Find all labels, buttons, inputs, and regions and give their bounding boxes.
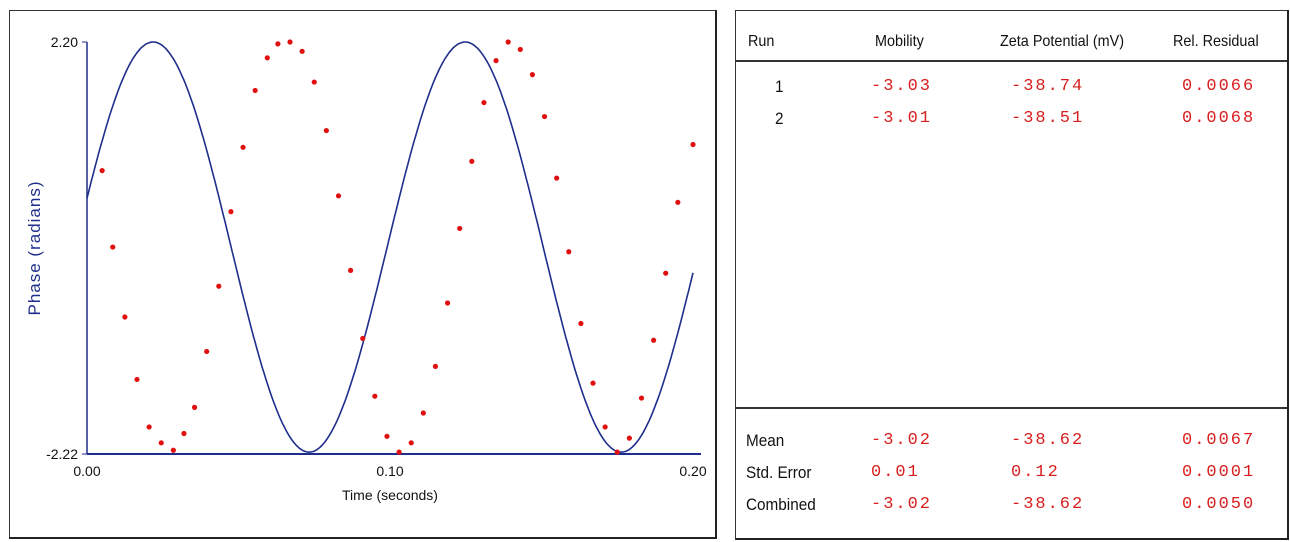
header-zeta-potential: Zeta Potential (mV) bbox=[1000, 33, 1125, 50]
data-point bbox=[134, 376, 140, 383]
data-point bbox=[252, 87, 258, 94]
mobility-value: -3.02 bbox=[871, 431, 933, 450]
data-point bbox=[311, 79, 317, 85]
zeta-value: -38.62 bbox=[1011, 431, 1085, 450]
data-point bbox=[469, 158, 475, 164]
x-tick-label: 0.10 bbox=[376, 463, 403, 479]
data-point bbox=[181, 430, 187, 437]
data-point bbox=[228, 209, 234, 215]
data-point bbox=[541, 113, 548, 120]
mobility-value: -3.01 bbox=[871, 109, 933, 128]
data-point bbox=[578, 320, 584, 327]
run-number: 1 bbox=[775, 77, 784, 96]
summary-row-mean: Mean -3.02 -38.62 0.0067 bbox=[736, 431, 1287, 455]
mobility-value: -3.03 bbox=[871, 77, 933, 96]
data-point bbox=[335, 193, 342, 199]
zeta-value: -38.62 bbox=[1011, 495, 1085, 514]
zeta-value: 0.12 bbox=[1011, 463, 1060, 482]
results-header: Run Mobility Zeta Potential (mV) Rel. Re… bbox=[736, 11, 1287, 62]
data-point bbox=[323, 127, 329, 134]
data-point bbox=[299, 48, 305, 54]
data-point bbox=[216, 283, 222, 289]
summary-divider bbox=[736, 407, 1287, 409]
data-point bbox=[651, 337, 657, 343]
data-point bbox=[457, 225, 463, 232]
results-table: Run Mobility Zeta Potential (mV) Rel. Re… bbox=[735, 10, 1289, 540]
phase-chart: 2.20 -2.220.00 0.10 0.20 Time (seconds) Phase… bbox=[25, 34, 707, 503]
residual-value: 0.0001 bbox=[1182, 463, 1256, 482]
summary-row-std-error: Std. Error 0.01 0.12 0.0001 bbox=[736, 463, 1287, 487]
data-point bbox=[99, 168, 105, 174]
x-tick-label: 0.00 bbox=[73, 463, 100, 479]
table-row: 1 -3.03 -38.74 0.0066 bbox=[736, 77, 1287, 101]
x-tick-label: 0.20 bbox=[679, 463, 706, 479]
summary-row-combined: Combined -3.02 -38.62 0.0050 bbox=[736, 495, 1287, 519]
data-point bbox=[264, 55, 270, 61]
data-point bbox=[432, 363, 439, 369]
data-point bbox=[408, 440, 414, 446]
fit-curve-line bbox=[86, 41, 694, 453]
residual-value: 0.0067 bbox=[1182, 431, 1256, 450]
data-point bbox=[122, 314, 128, 320]
data-point bbox=[191, 404, 198, 410]
data-point bbox=[240, 144, 246, 150]
data-point bbox=[529, 72, 536, 78]
data-point bbox=[444, 300, 451, 306]
residual-value: 0.0066 bbox=[1182, 77, 1256, 96]
data-point bbox=[396, 449, 402, 455]
residual-value: 0.0068 bbox=[1182, 109, 1256, 128]
header-rel-residual: Rel. Residual bbox=[1173, 33, 1259, 50]
data-point bbox=[602, 424, 608, 430]
data-point bbox=[372, 393, 378, 399]
data-point bbox=[566, 249, 572, 255]
phase-chart-panel: 2.20 -2.22 0.00 0.10 0.20 Time (seconds) Phase… bbox=[9, 10, 717, 539]
run-number: 2 bbox=[775, 109, 784, 128]
data-point bbox=[663, 270, 669, 276]
summary-label: Combined bbox=[746, 495, 816, 514]
data-point bbox=[146, 424, 152, 430]
y-axis-label: Phase (radians) bbox=[25, 180, 44, 315]
summary-label: Std. Error bbox=[746, 463, 812, 482]
data-point bbox=[675, 199, 681, 205]
data-point bbox=[638, 395, 645, 401]
data-point bbox=[493, 58, 499, 64]
data-point bbox=[590, 380, 596, 386]
data-point bbox=[420, 410, 426, 416]
data-point bbox=[554, 175, 560, 181]
residual-value: 0.0050 bbox=[1182, 495, 1256, 514]
data-point bbox=[348, 267, 354, 273]
mobility-value: 0.01 bbox=[871, 463, 920, 482]
y-tick-label: 2.20 bbox=[51, 34, 78, 50]
data-point bbox=[204, 348, 210, 355]
table-row: 2 -3.01 -38.51 0.0068 bbox=[736, 109, 1287, 133]
data-point bbox=[384, 433, 390, 439]
data-point bbox=[170, 447, 176, 453]
data-point bbox=[517, 46, 523, 53]
data-point bbox=[275, 41, 281, 47]
data-point bbox=[690, 141, 696, 148]
data-point bbox=[158, 440, 164, 446]
zeta-value: -38.74 bbox=[1011, 77, 1085, 96]
data-point bbox=[614, 449, 620, 455]
x-axis-label: Time (seconds) bbox=[342, 487, 438, 503]
data-point bbox=[287, 39, 293, 45]
mobility-value: -3.02 bbox=[871, 495, 933, 514]
zeta-value: -38.51 bbox=[1011, 109, 1085, 128]
summary-label: Mean bbox=[746, 431, 785, 450]
header-mobility: Mobility bbox=[875, 33, 924, 50]
data-point bbox=[505, 39, 511, 45]
header-run: Run bbox=[748, 33, 775, 50]
data-point bbox=[626, 435, 632, 441]
y-tick-label: -2.22 bbox=[46, 446, 78, 462]
data-point bbox=[360, 335, 366, 342]
data-point bbox=[481, 99, 487, 106]
data-point bbox=[110, 244, 116, 250]
